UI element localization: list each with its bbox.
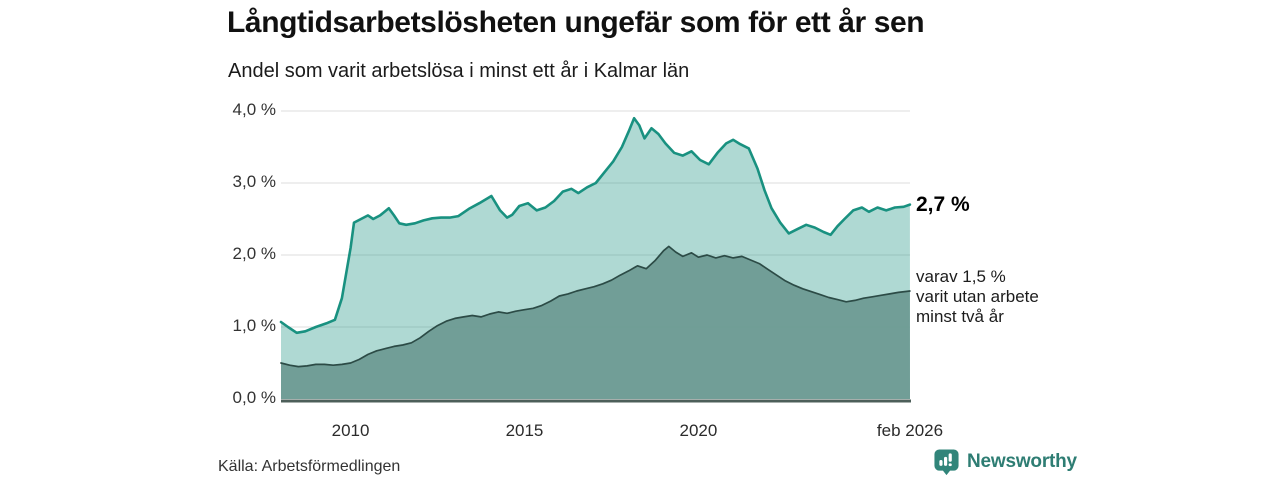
y-axis-tick-0: 0,0 % xyxy=(232,388,276,407)
chart-title: Långtidsarbetslösheten ungefär som för e… xyxy=(227,6,925,39)
newsworthy-icon xyxy=(933,448,960,476)
series1-end-value-label: 2,7 % xyxy=(916,192,970,216)
series2-annotation-line-2: varit utan arbete xyxy=(916,287,1039,306)
newsworthy-logo[interactable]: Newsworthy xyxy=(933,448,1077,476)
y-axis-tick-3: 3,0 % xyxy=(232,172,276,191)
series2-end-annotation: varav 1,5 % varit utan arbete minst två … xyxy=(916,267,1039,327)
y-axis-tick-4: 4,0 % xyxy=(232,100,276,119)
source-credit: Källa: Arbetsförmedlingen xyxy=(218,458,401,475)
x-axis-tick-2010: 2010 xyxy=(331,421,370,440)
x-axis-tick-feb2026: feb 2026 xyxy=(876,421,944,440)
y-axis-tick-1: 1,0 % xyxy=(232,316,276,335)
x-axis-tick-2020: 2020 xyxy=(679,421,718,440)
y-axis-tick-2: 2,0 % xyxy=(232,244,276,263)
x-axis-tick-2015: 2015 xyxy=(505,421,544,440)
chart-subtitle: Andel som varit arbetslösa i minst ett å… xyxy=(228,60,690,82)
series2-annotation-line-1: varav 1,5 % xyxy=(916,267,1006,286)
newsworthy-wordmark: Newsworthy xyxy=(967,451,1077,472)
series2-annotation-line-3: minst två år xyxy=(916,307,1004,326)
